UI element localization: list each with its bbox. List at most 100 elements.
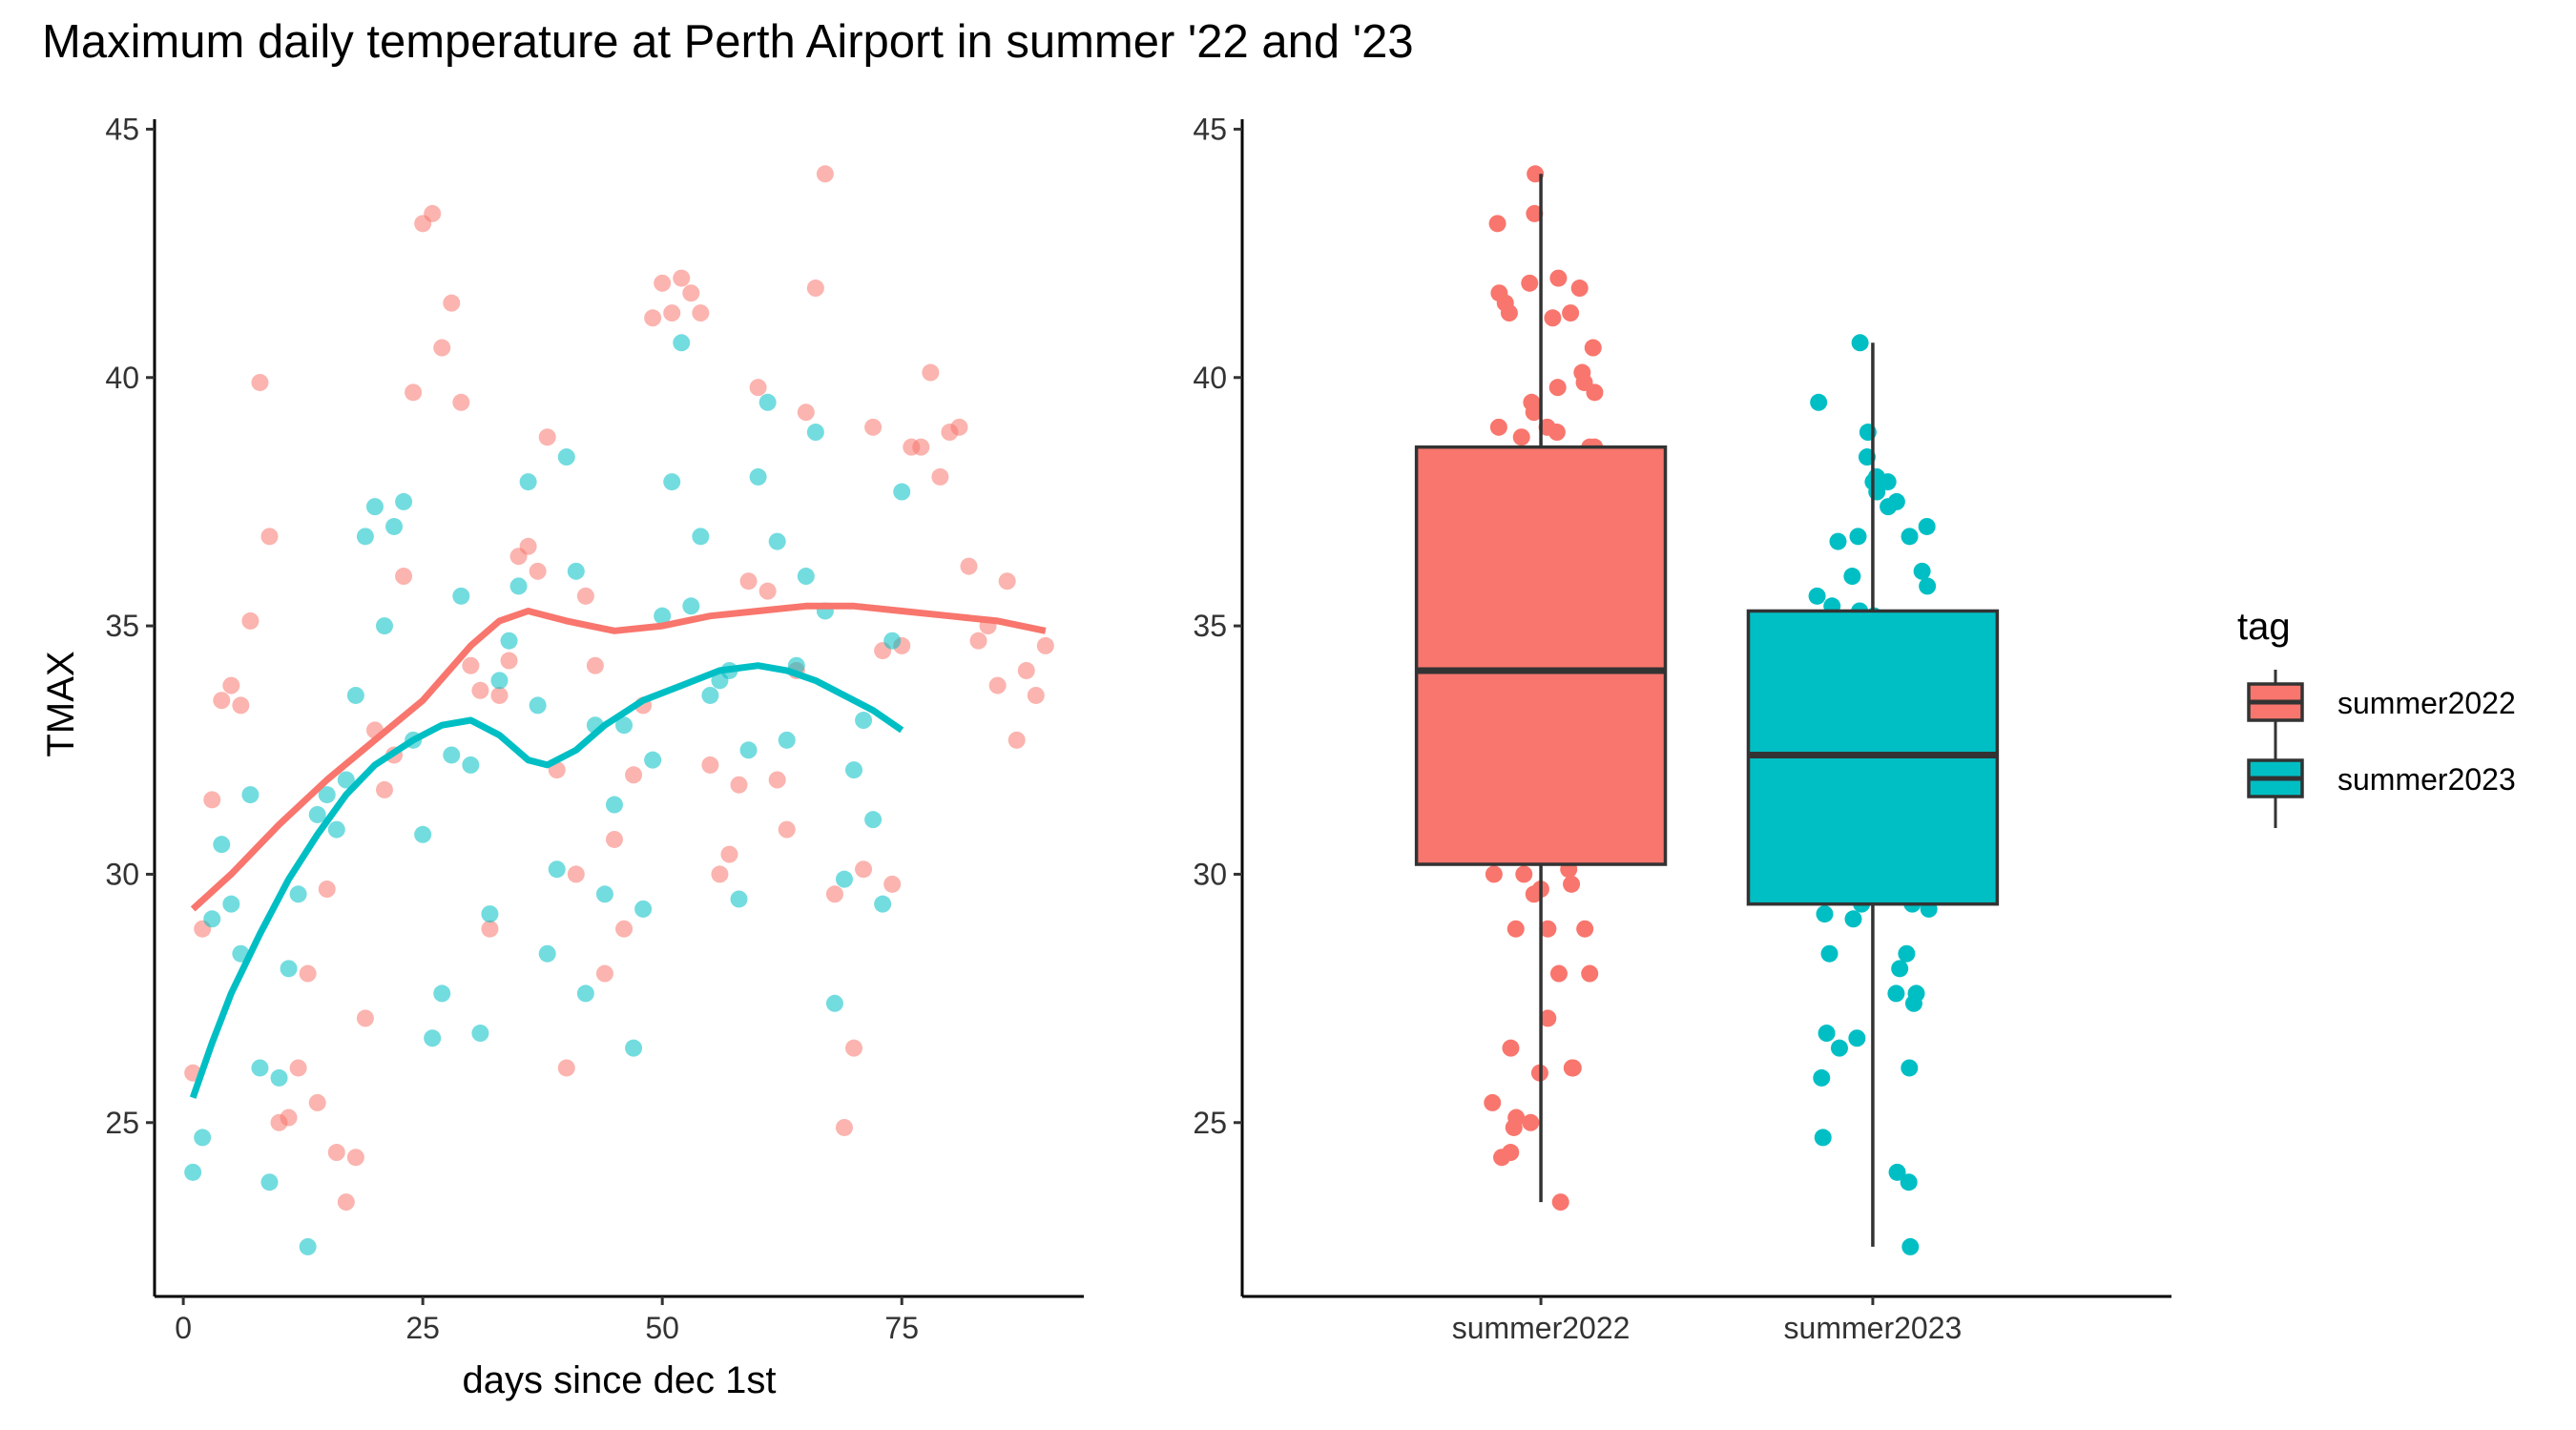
point-summer2023	[749, 467, 767, 486]
point-summer2023	[346, 686, 364, 704]
jitter-point-summer2023	[1888, 1163, 1906, 1181]
point-summer2022	[701, 756, 719, 774]
point-summer2022	[988, 676, 1007, 694]
point-summer2022	[576, 587, 594, 605]
jitter-point-summer2023	[1810, 393, 1828, 411]
point-summer2023	[194, 1129, 212, 1147]
scatter-panel: 25 30 35 40 45 0 25 50 75 days since dec 1st TM…	[40, 112, 1084, 1401]
point-summer2022	[395, 568, 413, 586]
point-summer2022	[864, 418, 883, 436]
point-summer2022	[845, 1039, 863, 1057]
left-y-axis-label: TMAX	[40, 651, 82, 756]
point-summer2023	[452, 587, 470, 605]
point-summer2023	[500, 632, 518, 650]
point-summer2023	[490, 672, 509, 690]
point-summer2023	[251, 1059, 269, 1077]
point-summer2022	[950, 418, 968, 436]
smooth-line-summer2023	[189, 662, 904, 1099]
point-summer2022	[1036, 636, 1054, 654]
point-summer2023	[270, 1068, 288, 1087]
point-summer2022	[1008, 731, 1026, 749]
point-summer2022	[232, 696, 250, 715]
jitter-point-summer2022	[1570, 280, 1589, 298]
jitter-point-summer2022	[1549, 964, 1568, 983]
point-summer2022	[241, 611, 260, 630]
point-summer2022	[443, 294, 461, 312]
point-summer2023	[855, 712, 873, 730]
smooth-line-summer2022	[190, 602, 1047, 912]
x-tick-label: summer2023	[1784, 1311, 1963, 1345]
point-summer2022	[663, 304, 681, 322]
point-summer2022	[462, 656, 480, 674]
point-summer2023	[835, 870, 853, 888]
point-summer2022	[327, 1144, 345, 1162]
point-summer2023	[825, 994, 843, 1012]
y-tick-label: 40	[105, 361, 139, 395]
point-summer2022	[424, 204, 442, 222]
jitter-point-summer2023	[1887, 492, 1905, 510]
point-summer2022	[356, 1009, 374, 1027]
point-summer2022	[433, 339, 451, 357]
point-summer2023	[327, 820, 345, 839]
point-summer2022	[471, 681, 489, 699]
jitter-point-summer2023	[1891, 960, 1909, 978]
point-summer2022	[912, 438, 930, 456]
point-summer2023	[241, 786, 260, 804]
x-tick-label: 50	[645, 1311, 679, 1345]
point-summer2023	[375, 617, 393, 635]
point-summer2022	[883, 875, 902, 893]
point-summer2023	[845, 761, 863, 779]
point-summer2022	[969, 632, 987, 650]
jitter-point-summer2023	[1901, 1059, 1919, 1077]
point-summer2022	[346, 1149, 364, 1167]
point-summer2022	[586, 656, 604, 674]
point-summer2023	[730, 890, 748, 908]
point-summer2023	[797, 568, 815, 586]
point-summer2023	[213, 836, 231, 854]
point-summer2023	[529, 696, 547, 715]
point-summer2022	[538, 428, 556, 446]
point-summer2023	[289, 885, 307, 903]
jitter-point-summer2023	[1918, 517, 1936, 535]
point-summer2022	[749, 379, 767, 397]
jitter-point-summer2022	[1573, 363, 1591, 382]
point-summer2023	[509, 577, 528, 595]
point-summer2022	[318, 881, 336, 899]
point-summer2022	[615, 920, 634, 938]
y-tick-label: 25	[105, 1106, 139, 1140]
point-summer2022	[405, 383, 423, 402]
jitter-point-summer2023	[1900, 1173, 1918, 1192]
point-summer2023	[260, 1173, 279, 1192]
y-tick-label: 30	[105, 857, 139, 891]
point-summer2023	[308, 805, 326, 823]
point-summer2022	[758, 582, 777, 600]
point-summer2022	[500, 652, 518, 670]
y-tick-label: 25	[1193, 1106, 1227, 1140]
point-summer2023	[280, 960, 298, 978]
jitter-point-summer2023	[1867, 467, 1885, 486]
jitter-point-summer2023	[1868, 483, 1886, 501]
scatter-points	[184, 165, 1054, 1255]
point-summer2023	[605, 796, 623, 814]
jitter-point-summer2023	[1820, 944, 1839, 963]
jitter-point-summer2022	[1526, 204, 1544, 222]
left-x-axis-label: days since dec 1st	[462, 1359, 776, 1401]
point-summer2022	[1017, 661, 1035, 679]
legend-label: summer2022	[2337, 686, 2516, 720]
jitter-point-summer2022	[1505, 1118, 1523, 1136]
point-summer2023	[557, 448, 575, 466]
point-summer2022	[452, 393, 470, 411]
point-summer2023	[692, 528, 710, 546]
jitter-point-summer2022	[1515, 865, 1533, 883]
point-summer2022	[289, 1059, 307, 1077]
x-tick-label: summer2022	[1452, 1311, 1631, 1345]
left-x-ticks: 0 25 50 75	[175, 1296, 919, 1345]
jitter-point-summer2022	[1488, 215, 1506, 233]
point-summer2022	[337, 1193, 355, 1212]
point-summer2023	[806, 424, 824, 442]
point-summer2023	[634, 900, 653, 918]
point-summer2022	[825, 885, 843, 903]
point-summer2023	[385, 517, 404, 535]
point-summer2022	[692, 304, 710, 322]
point-summer2023	[519, 473, 537, 491]
